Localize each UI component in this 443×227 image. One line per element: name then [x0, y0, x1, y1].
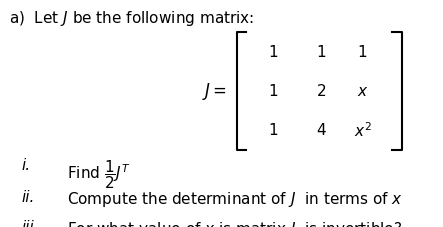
Text: 4: 4: [317, 123, 326, 138]
Text: For what value of $x$ is matrix $J$  is invertible?: For what value of $x$ is matrix $J$ is i…: [67, 220, 403, 227]
Text: $x^2$: $x^2$: [354, 121, 372, 140]
Text: 1: 1: [358, 45, 367, 60]
Text: 1: 1: [269, 84, 278, 99]
Text: Compute the determinant of $J$  in terms of $x$: Compute the determinant of $J$ in terms …: [67, 190, 404, 209]
Text: i.: i.: [22, 158, 31, 173]
Text: 2: 2: [317, 84, 326, 99]
Text: $x$: $x$: [357, 84, 369, 99]
Text: $J=$: $J=$: [202, 81, 227, 102]
Text: ii.: ii.: [22, 190, 35, 205]
Text: a)  Let $J$ be the following matrix:: a) Let $J$ be the following matrix:: [9, 9, 254, 28]
Text: 1: 1: [269, 123, 278, 138]
Text: 1: 1: [269, 45, 278, 60]
Text: iii.: iii.: [22, 220, 39, 227]
Text: 1: 1: [317, 45, 326, 60]
Text: Find $\dfrac{1}{2}J^T$: Find $\dfrac{1}{2}J^T$: [67, 158, 131, 191]
